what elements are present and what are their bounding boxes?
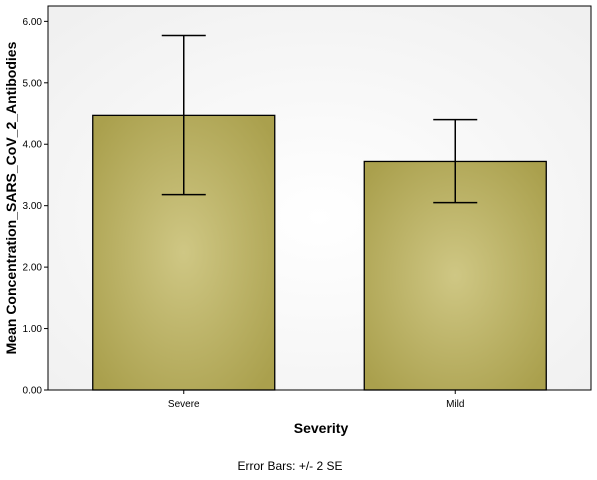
x-axis-title: Severity [294, 420, 349, 436]
y-tick-label: 6.00 [23, 17, 43, 28]
error-bars-footnote: Error Bars: +/- 2 SE [237, 459, 342, 473]
y-tick-label: 3.00 [23, 201, 43, 212]
y-axis: 0.00 1.00 2.00 3.00 4.00 5.00 6.00 [23, 17, 48, 397]
x-tick-label-mild: Mild [446, 399, 464, 410]
y-tick-label: 4.00 [23, 140, 43, 151]
x-tick-label-severe: Severe [168, 399, 200, 410]
error-bar-severe [161, 34, 206, 196]
y-tick-label: 0.00 [23, 386, 43, 397]
y-tick-label: 1.00 [23, 324, 43, 335]
x-axis: Severe Mild [168, 390, 464, 410]
error-bars-group [161, 34, 478, 204]
y-tick-label: 5.00 [23, 78, 43, 89]
y-axis-title: Mean Concentration_SARS_CoV_2_Antibodies [3, 41, 19, 354]
error-bar-mild [433, 118, 478, 204]
y-tick-label: 2.00 [23, 263, 43, 274]
